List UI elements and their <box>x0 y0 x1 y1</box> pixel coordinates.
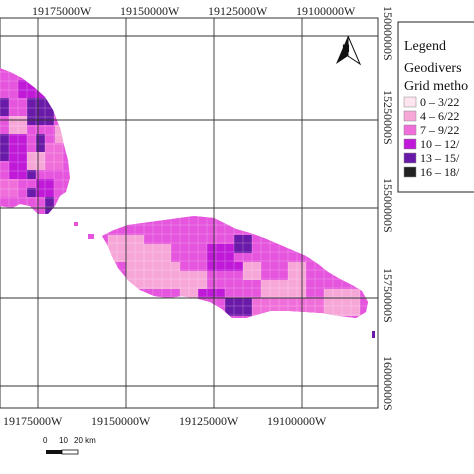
legend-item: 7 – 9/22 <box>403 123 459 137</box>
legend-subtitle: Grid metho <box>404 79 468 94</box>
scale-bar: 0 10 20 km <box>43 436 96 455</box>
scale-segment <box>46 450 62 454</box>
bottom-tick-label: 19100000W <box>267 414 327 428</box>
right-tick-label: 16000000S <box>381 356 395 411</box>
scale-label: 20 km <box>74 436 96 445</box>
legend-swatch <box>403 166 417 178</box>
legend-swatch <box>403 152 417 164</box>
bottom-tick-label: 19150000W <box>91 414 151 428</box>
legend: Legend Geodivers Grid metho 0 – 3/22 4 –… <box>397 21 474 193</box>
north-label: N <box>342 43 350 55</box>
right-tick-label: 15000000S <box>381 6 395 61</box>
right-axis-labels: 15000000S 15250000S 15500000S 15750000S … <box>381 6 395 411</box>
top-tick-label: 19150000W <box>120 4 180 18</box>
top-axis-labels: 19175000W 19150000W 19125000W 19100000W <box>32 4 356 18</box>
legend-swatch <box>403 124 417 136</box>
legend-item-label: 10 – 12/ <box>420 137 460 151</box>
top-tick-label: 19100000W <box>296 4 356 18</box>
scale-segment <box>61 449 79 455</box>
legend-swatch <box>403 110 417 122</box>
legend-item: 16 – 18/ <box>403 165 460 179</box>
top-tick-label: 19175000W <box>32 4 92 18</box>
graticule <box>0 18 378 408</box>
legend-swatch <box>403 96 417 108</box>
legend-item-label: 7 – 9/22 <box>420 123 459 137</box>
top-tick-label: 19125000W <box>208 4 268 18</box>
right-tick-label: 15750000S <box>381 268 395 323</box>
legend-item-label: 13 – 15/ <box>420 151 460 165</box>
legend-item: 4 – 6/22 <box>403 109 459 123</box>
bottom-tick-label: 19125000W <box>179 414 239 428</box>
right-tick-label: 15250000S <box>381 90 395 145</box>
legend-item-label: 0 – 3/22 <box>420 95 459 109</box>
legend-item-label: 16 – 18/ <box>420 165 460 179</box>
legend-item: 0 – 3/22 <box>403 95 459 109</box>
map-frame <box>0 17 379 409</box>
bottom-axis-labels: 19175000W 19150000W 19125000W 19100000W <box>3 414 327 428</box>
legend-item: 10 – 12/ <box>403 137 460 151</box>
legend-item-label: 4 – 6/22 <box>420 109 459 123</box>
scale-label: 10 <box>59 436 68 445</box>
legend-swatch <box>403 138 417 150</box>
legend-subtitle: Geodivers <box>404 61 462 76</box>
scale-label: 0 <box>43 436 48 445</box>
legend-title: Legend <box>404 39 446 54</box>
right-tick-label: 15500000S <box>381 178 395 233</box>
legend-item: 13 – 15/ <box>403 151 460 165</box>
north-arrow-icon: N <box>336 35 362 66</box>
bottom-tick-label: 19175000W <box>3 414 63 428</box>
